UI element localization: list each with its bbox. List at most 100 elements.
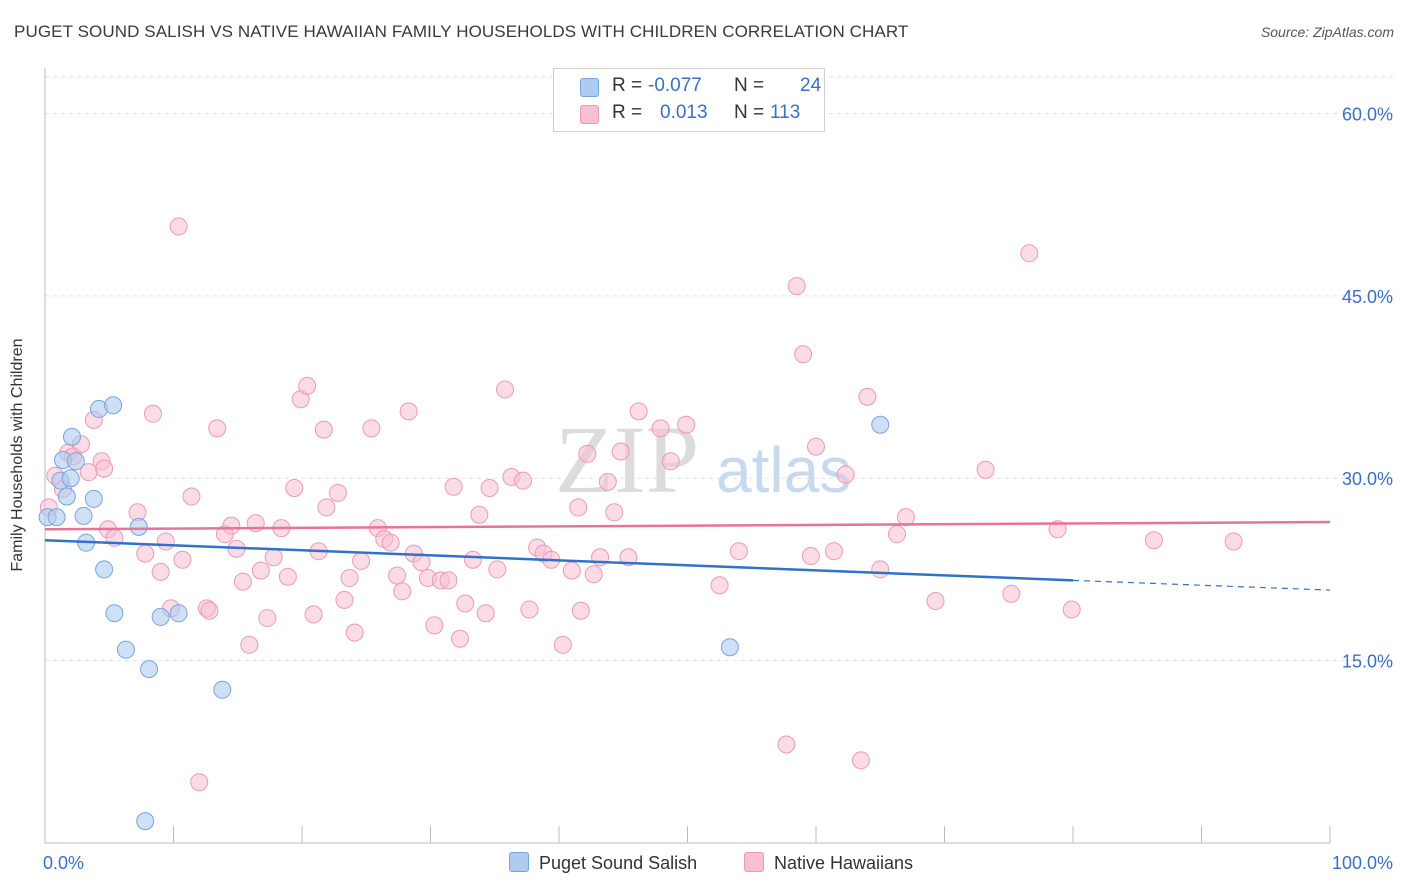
salish-point — [84, 489, 103, 508]
hawaiian-point — [677, 415, 696, 434]
salish-point — [720, 638, 739, 657]
bottom-legend-label-salish: Puget Sound Salish — [539, 853, 698, 873]
salish-point — [47, 508, 66, 527]
hawaiian-point — [651, 419, 670, 438]
hawaiian-point — [605, 503, 624, 522]
salish-point — [105, 604, 124, 623]
hawaiian-point — [208, 419, 227, 438]
salish-point — [136, 812, 155, 831]
salish-point — [104, 396, 123, 415]
hawaiian-point — [1048, 520, 1067, 539]
bottom-legend-label-hawaiian: Native Hawaiians — [774, 853, 914, 873]
hawaiian-point — [480, 478, 499, 497]
chart-title: PUGET SOUND SALISH VS NATIVE HAWAIIAN FA… — [14, 22, 909, 41]
hawaiian-point — [1224, 532, 1243, 551]
hawaiian-point — [362, 419, 381, 438]
hawaiian-trend-line — [44, 520, 1331, 531]
hawaiian-point — [451, 629, 470, 648]
hawaiian-point — [887, 525, 906, 544]
salish-point — [66, 452, 85, 471]
hawaiian-point — [173, 550, 192, 569]
hawaiian-point — [439, 571, 458, 590]
hawaiian-point — [456, 594, 475, 613]
y-tick-label: 45.0% — [1342, 287, 1393, 307]
hawaiian-point — [598, 472, 617, 491]
hawaiian-point — [1002, 584, 1021, 603]
salish-point — [74, 506, 93, 525]
hawaiian-point — [794, 345, 813, 364]
bottom-legend-hawaiian: Native Hawaiians — [744, 852, 913, 874]
hawaiian-point — [926, 592, 945, 611]
hawaiian-point — [258, 609, 277, 628]
hawaiian-point — [858, 387, 877, 406]
hawaiian-point — [824, 542, 843, 561]
hawaiian-point — [200, 601, 219, 620]
salish-point — [62, 427, 81, 446]
hawaiian-point — [807, 437, 825, 456]
hawaiian-point — [251, 561, 270, 580]
hawaiian-point — [314, 420, 333, 439]
hawaiian-point — [381, 533, 400, 552]
hawaiian-point — [787, 277, 806, 296]
hawaiian-point — [514, 471, 533, 490]
hawaiian-point — [156, 532, 175, 551]
salish-trend-line — [44, 538, 1074, 582]
hawaiian-point — [1062, 600, 1081, 619]
watermark: ZIP atlas — [555, 406, 851, 513]
hawaiian-point — [304, 605, 323, 624]
hawaiian-point — [562, 561, 581, 580]
salish-point — [57, 487, 76, 506]
legend-r-value: 0.013 — [660, 102, 708, 123]
hawaiian-point — [388, 566, 407, 585]
hawaiian-point — [571, 601, 590, 620]
hawaiian-point — [476, 604, 495, 623]
hawaiian-point — [801, 547, 820, 566]
hawaiian-point — [328, 483, 347, 502]
hawaiian-point — [611, 442, 630, 461]
hawaiian-point — [182, 487, 201, 506]
legend-n-value: 113 — [770, 102, 801, 123]
hawaiian-point — [399, 402, 418, 421]
hawaiian-point — [425, 616, 444, 635]
hawaiian-point — [340, 568, 359, 587]
legend-r-value: -0.077 — [648, 75, 702, 96]
trend-lines — [44, 520, 1331, 591]
salish-point — [61, 469, 80, 488]
salish-point — [871, 415, 890, 434]
hawaiian-point — [584, 565, 603, 584]
hawaiian-point — [710, 576, 729, 595]
bottom-legend-swatch-hawaiian — [744, 852, 764, 872]
gridlines — [45, 76, 1395, 662]
hawaiian-point — [619, 548, 638, 567]
hawaiian-point — [470, 505, 489, 524]
salish-point — [140, 660, 159, 679]
hawaiian-point — [222, 516, 241, 535]
bottom-legend-swatch-salish — [509, 852, 529, 872]
y-tick-label: 60.0% — [1342, 104, 1393, 124]
hawaiian-point — [1020, 244, 1039, 263]
salish-trend-extension — [1072, 579, 1331, 591]
hawaiian-point — [151, 562, 170, 581]
hawaiian-point — [95, 459, 114, 478]
hawaiian-point — [488, 560, 507, 579]
legend-r-label: R = — [612, 102, 643, 123]
hawaiian-point — [285, 478, 304, 497]
hawaiian-point — [496, 380, 515, 399]
hawaiian-point — [896, 508, 915, 527]
hawaiian-point — [871, 560, 890, 579]
hawaiian-point — [190, 773, 209, 792]
hawaiian-point — [412, 553, 431, 572]
y-tick-label: 30.0% — [1342, 469, 1393, 489]
x-tick-label: 0.0% — [43, 853, 84, 873]
source-label: Source: ZipAtlas.com — [1260, 24, 1394, 40]
hawaiian-point — [233, 572, 252, 591]
hawaiian-point — [335, 590, 354, 609]
hawaiian-point — [264, 548, 283, 567]
salish-point — [129, 517, 148, 536]
tick-labels: 15.0% 30.0% 45.0% 60.0% 0.0% 100.0% — [43, 104, 1393, 873]
puget-sound-salish-points — [38, 396, 890, 831]
hawaiian-point — [352, 551, 371, 570]
salish-point — [95, 560, 114, 579]
hawaiian-point — [298, 376, 317, 395]
